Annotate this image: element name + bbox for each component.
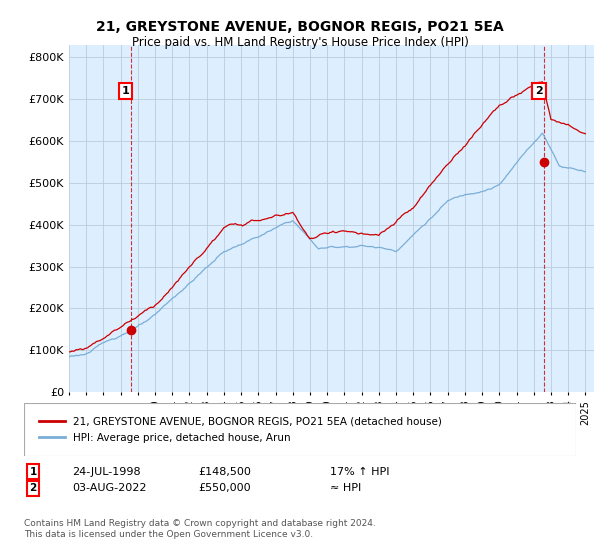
- Text: 2: 2: [535, 86, 543, 96]
- Text: ≈ HPI: ≈ HPI: [330, 483, 361, 493]
- Text: Contains HM Land Registry data © Crown copyright and database right 2024.
This d: Contains HM Land Registry data © Crown c…: [24, 520, 376, 539]
- Text: 17% ↑ HPI: 17% ↑ HPI: [330, 466, 389, 477]
- Text: 1: 1: [122, 86, 130, 96]
- Legend: 21, GREYSTONE AVENUE, BOGNOR REGIS, PO21 5EA (detached house), HPI: Average pric: 21, GREYSTONE AVENUE, BOGNOR REGIS, PO21…: [35, 413, 446, 447]
- Text: 1: 1: [29, 466, 37, 477]
- Text: 24-JUL-1998: 24-JUL-1998: [72, 466, 140, 477]
- FancyBboxPatch shape: [24, 403, 576, 456]
- Text: £550,000: £550,000: [198, 483, 251, 493]
- Text: Price paid vs. HM Land Registry's House Price Index (HPI): Price paid vs. HM Land Registry's House …: [131, 36, 469, 49]
- Text: 21, GREYSTONE AVENUE, BOGNOR REGIS, PO21 5EA: 21, GREYSTONE AVENUE, BOGNOR REGIS, PO21…: [96, 20, 504, 34]
- Text: 2: 2: [29, 483, 37, 493]
- Text: £148,500: £148,500: [198, 466, 251, 477]
- Text: 03-AUG-2022: 03-AUG-2022: [72, 483, 146, 493]
